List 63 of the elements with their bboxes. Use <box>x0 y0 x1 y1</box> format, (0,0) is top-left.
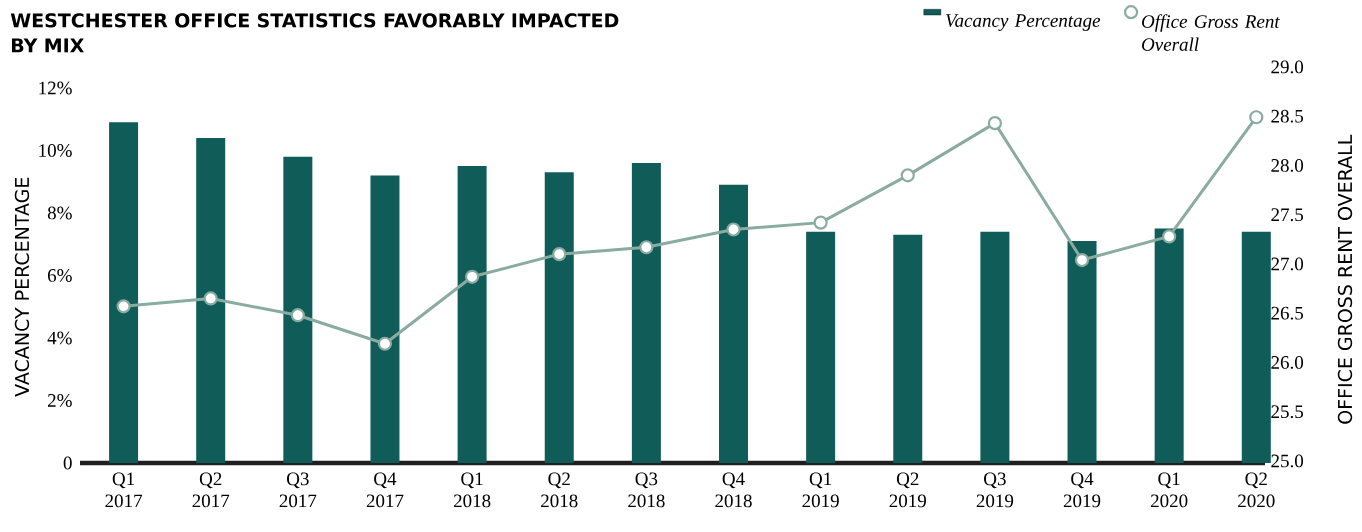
bar <box>1154 228 1184 463</box>
x-tick-label: Q1 2017 <box>105 472 143 508</box>
point <box>290 308 305 323</box>
legend-label: Office Gross Rent Overall <box>1142 14 1281 51</box>
y-tick-label: 6% <box>47 269 72 282</box>
legend-label: Vacancy Percentage <box>946 14 1101 31</box>
bar <box>893 234 923 463</box>
y-axis-title: VACANCY PERCENTAGE <box>14 177 30 397</box>
point <box>987 116 1002 131</box>
point <box>1249 110 1264 125</box>
bar <box>719 184 748 463</box>
point <box>726 222 741 237</box>
y2-tick-label: 28.0 <box>1271 159 1304 172</box>
point <box>1074 252 1090 268</box>
y2-tick-label: 27.5 <box>1271 208 1304 222</box>
y-tick-label: 8% <box>47 206 72 220</box>
y2-tick-label: 25.0 <box>1271 454 1304 468</box>
point <box>203 291 218 306</box>
y-tick-label: 4% <box>47 331 72 345</box>
y-tick-label: 0 <box>63 456 72 470</box>
point <box>552 247 567 262</box>
point <box>377 336 393 351</box>
y2-tick-label: 28.5 <box>1271 109 1304 123</box>
bar <box>544 172 574 463</box>
point <box>465 269 480 284</box>
y2-tick-label: 29.0 <box>1271 60 1304 74</box>
x-tick-label: Q1 2019 <box>802 472 839 508</box>
bar <box>196 137 226 463</box>
y-tick-label: 12% <box>39 81 72 95</box>
point <box>116 299 131 314</box>
x-tick-label: Q3 2018 <box>628 472 665 508</box>
point <box>639 240 654 255</box>
y2-tick-label: 25.5 <box>1271 405 1304 419</box>
bar <box>806 231 836 463</box>
point <box>813 215 828 230</box>
x-tick-label: Q2 2020 <box>1238 472 1275 508</box>
x-tick-label: Q1 2018 <box>453 472 491 508</box>
bar <box>980 231 1010 463</box>
x-tick-label: Q2 2019 <box>889 472 926 508</box>
x-tick-label: Q2 2018 <box>541 472 578 508</box>
y-tick-label: 2% <box>47 394 72 407</box>
bar <box>109 122 139 463</box>
y2-tick-label: 26.0 <box>1271 356 1304 369</box>
bar <box>1067 241 1097 463</box>
point <box>1162 229 1177 244</box>
x-tick-label: Q4 2018 <box>715 472 752 508</box>
bar <box>283 156 313 463</box>
x-tick-label: Q2 2017 <box>192 472 230 508</box>
bar <box>631 162 661 463</box>
y2-axis-title: OFFICE GROSS RENT OVERALL <box>1337 134 1353 424</box>
bar <box>370 175 400 463</box>
point <box>900 168 915 183</box>
x-tick-label: Q4 2019 <box>1063 472 1101 508</box>
x-tick-label: Q3 2017 <box>279 472 317 508</box>
x-tick-label: Q1 2020 <box>1150 472 1188 508</box>
x-tick-label: Q4 2017 <box>366 472 404 508</box>
y2-tick-label: 26.5 <box>1271 306 1304 320</box>
chart-title: WESTCHESTER OFFICE STATISTICS FAVORABLY IMPACTED BY MIX <box>10 13 619 53</box>
bar <box>1241 231 1271 463</box>
y-tick-label: 10% <box>39 144 72 157</box>
x-tick-label: Q3 2019 <box>976 472 1014 508</box>
y2-tick-label: 27.0 <box>1271 257 1304 271</box>
bar <box>457 166 487 463</box>
